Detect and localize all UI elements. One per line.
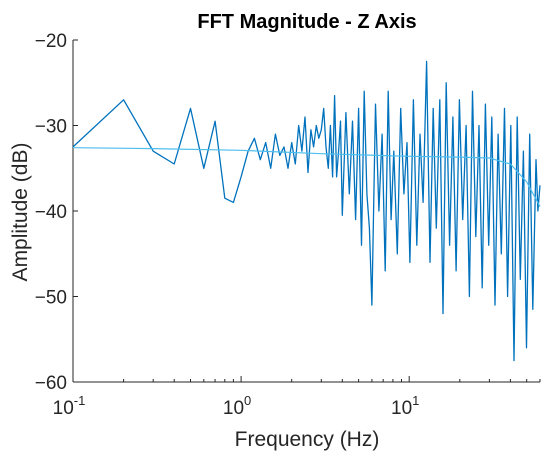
series-line-fft [72,60,541,362]
x-tick-label: 10-1 [53,393,86,419]
y-tick-label: −60 [35,373,67,394]
y-tick-label: −50 [35,288,67,309]
axes [72,40,540,383]
chart-title: FFT Magnitude - Z Axis [197,11,416,33]
y-axis-title: Amplitude (dB) [9,143,32,282]
x-tick-label: 100 [223,393,251,419]
y-tick-label: −20 [35,31,67,52]
y-tick-label: −40 [35,202,67,223]
x-axis-title: Frequency (Hz) [235,428,380,451]
series-layer [72,60,541,362]
series-line-smoothed [72,147,541,207]
x-tick-label: 101 [391,393,419,419]
y-tick-label: −30 [35,117,67,138]
